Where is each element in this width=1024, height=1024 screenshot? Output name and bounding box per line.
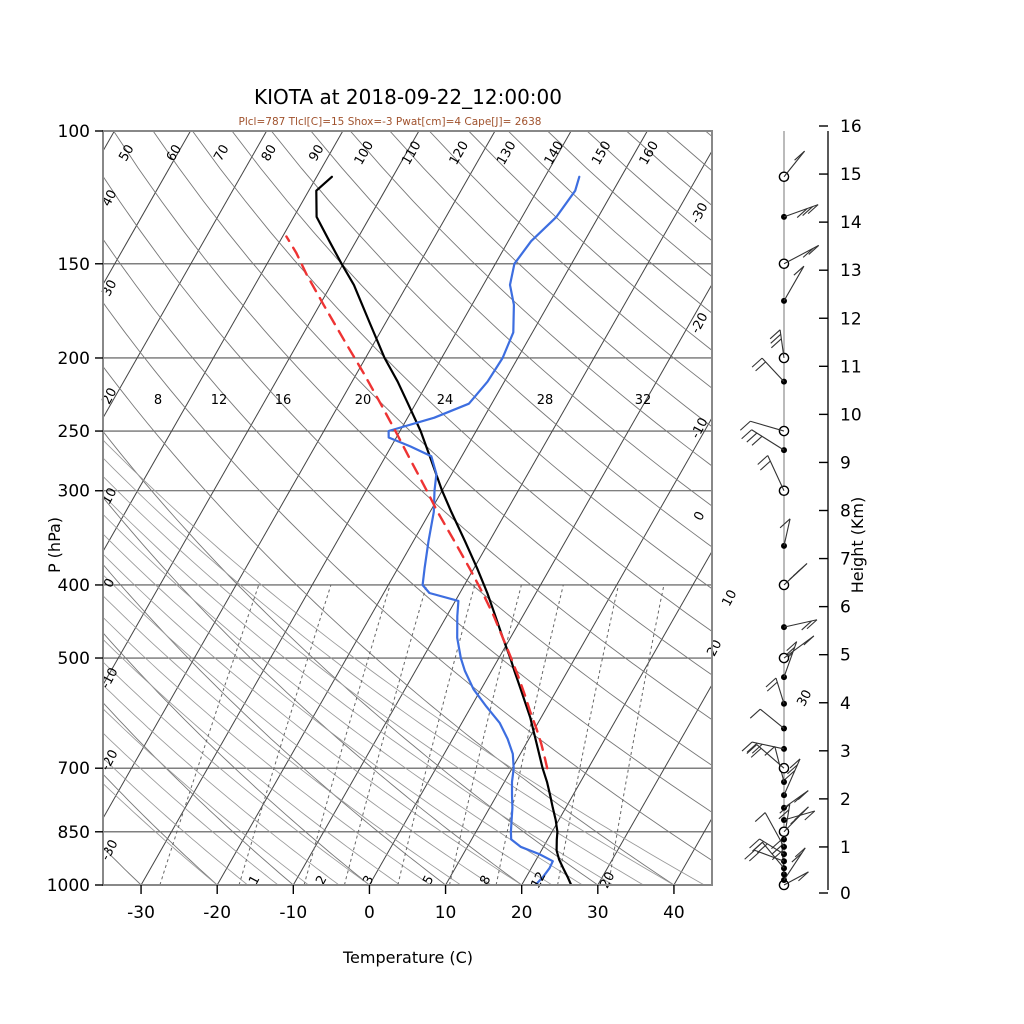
wind-barb	[746, 744, 790, 774]
height-tick-4: 4	[840, 694, 851, 714]
wind-barb	[781, 847, 806, 884]
moist-adiabat-label-8: 8	[154, 393, 162, 408]
wind-barb	[741, 429, 787, 454]
pressure-tick-100: 100	[58, 122, 90, 142]
isotherm-left-label-0: 40	[99, 188, 120, 210]
height-tick-8: 8	[840, 502, 851, 522]
dry-adiabat-label-90: 90	[306, 142, 327, 164]
wind-barb	[769, 329, 790, 364]
moist-adiabat-label-32: 32	[635, 393, 652, 408]
wind-barb	[778, 635, 815, 664]
height-tick-6: 6	[840, 598, 851, 618]
wind-barb	[779, 518, 791, 549]
wind-barb	[754, 812, 787, 850]
grid-lines	[103, 131, 712, 885]
pressure-tick-400: 400	[58, 576, 90, 596]
height-tick-15: 15	[840, 165, 862, 185]
wind-barb	[778, 150, 805, 183]
pressure-axis: 1000 850 700 500 400 300 250 200 150 100	[47, 122, 103, 896]
height-tick-13: 13	[840, 261, 862, 281]
moist-adiabat-label-20: 20	[355, 393, 372, 408]
wind-barb	[739, 420, 790, 437]
dry-adiabat-label-50: 50	[116, 142, 137, 164]
wind-barb	[778, 244, 820, 270]
height-tick-2: 2	[840, 790, 851, 810]
wind-barb	[749, 708, 787, 732]
height-tick-14: 14	[840, 213, 862, 233]
x-axis-label: Temperature (C)	[342, 948, 473, 967]
pressure-tick-850: 850	[58, 823, 90, 843]
temperature-tick-0: 0	[364, 903, 375, 923]
pressure-tick-700: 700	[58, 759, 90, 779]
wind-barb	[765, 677, 787, 707]
dry-adiabat-label-80: 80	[259, 142, 280, 164]
wind-barb	[751, 357, 787, 385]
moist-adiabat-label-16: 16	[275, 393, 292, 408]
height-tick-5: 5	[840, 646, 851, 666]
temperature-tick-30: 30	[587, 903, 609, 923]
temperature-tick--30: -30	[127, 903, 155, 923]
isotherm-left-label-1: 30	[99, 278, 120, 300]
dry-adiabat-label-60: 60	[164, 142, 185, 164]
plot-frame	[102, 130, 713, 886]
wind-barb	[781, 758, 801, 799]
pressure-tick-500: 500	[58, 649, 90, 669]
height-tick-3: 3	[840, 742, 851, 762]
wind-barb	[749, 838, 787, 858]
height-tick-16: 16	[840, 117, 862, 137]
pressure-tick-150: 150	[58, 255, 90, 275]
wind-barb	[781, 619, 818, 631]
height-tick-9: 9	[840, 453, 851, 473]
wind-barb	[781, 204, 819, 220]
height-tick-11: 11	[840, 357, 862, 377]
isotherm-right-label-6: 30	[794, 688, 815, 710]
moist-adiabat-label-28: 28	[537, 393, 554, 408]
moist-adiabat-label-12: 12	[211, 393, 228, 408]
pressure-tick-1000: 1000	[47, 876, 90, 896]
height-tick-0: 0	[840, 884, 851, 904]
isotherm-right-label-4: 10	[719, 588, 740, 610]
wind-barb	[741, 741, 787, 754]
temperature-tick-20: 20	[511, 903, 533, 923]
pressure-tick-300: 300	[58, 482, 90, 502]
height-tick-10: 10	[840, 405, 862, 425]
moist-adiabat-label-24: 24	[437, 393, 454, 408]
temperature-tick-40: 40	[663, 903, 685, 923]
sounding-indices-subtitle: Plcl=787 Tlcl[C]=15 Shox=-3 Pwat[cm]=4 C…	[239, 116, 542, 128]
temperature-tick--20: -20	[203, 903, 231, 923]
height-tick-12: 12	[840, 309, 862, 329]
y2-axis-label: Height (Km)	[848, 497, 867, 594]
sounding-curves	[285, 175, 581, 885]
height-tick-1: 1	[840, 838, 851, 858]
y-axis-label: P (hPa)	[45, 517, 64, 573]
wind-barb	[781, 790, 809, 811]
wind-barb	[778, 563, 808, 591]
height-tick-7: 7	[840, 550, 851, 570]
pressure-tick-200: 200	[58, 349, 90, 369]
isotherm-right-label-5: 20	[704, 638, 725, 660]
dry-adiabat-label-70: 70	[211, 142, 232, 164]
pressure-tick-250: 250	[58, 422, 90, 442]
temperature-axis: -30 -20 -10 0 10 20 30 40	[127, 885, 685, 923]
wind-barb	[744, 849, 787, 865]
temperature-tick--10: -10	[279, 903, 307, 923]
isotherm-left-label-2: 20	[99, 386, 120, 408]
wind-barb	[757, 455, 790, 497]
wind-barb-column	[739, 131, 820, 891]
wind-barb	[781, 265, 805, 304]
isotherm-left-label-3: 10	[99, 486, 120, 508]
page-title: KIOTA at 2018-09-22_12:00:00	[254, 85, 562, 109]
temperature-tick-10: 10	[435, 903, 457, 923]
wind-barb	[781, 810, 816, 824]
